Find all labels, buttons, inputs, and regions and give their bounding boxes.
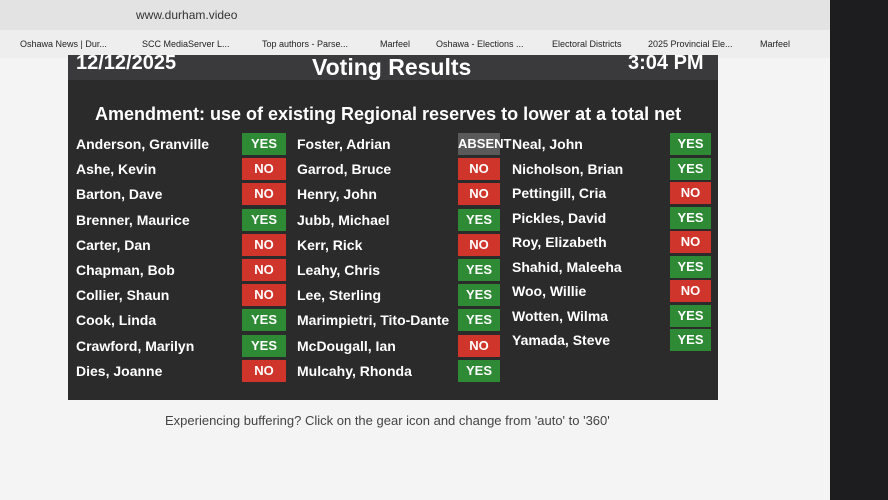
motion: Amendment: use of existing Regional rese…	[95, 104, 682, 124]
member-name: Marimpietri, Tito-Dante	[297, 312, 450, 329]
video-header	[68, 55, 718, 80]
vote: NO	[670, 182, 711, 204]
member-name: Dies, Joanne	[76, 362, 163, 379]
member-name: Woo, Willie	[512, 283, 587, 299]
member-name: McDougall, Ian	[297, 337, 396, 354]
browser-toolbar	[0, 0, 888, 30]
vote: NO	[242, 158, 286, 181]
vote: YES	[458, 259, 500, 281]
bookmark[interactable]: 2025 Provincial Ele...	[648, 39, 733, 49]
member-name: Shahid, Maleeha	[512, 258, 622, 275]
date: 12/12/2025	[76, 52, 177, 74]
vote: YES	[670, 206, 711, 229]
vote: YES	[242, 309, 286, 332]
vote: YES	[670, 157, 711, 180]
member-name: Jubb, Michael	[297, 211, 390, 228]
vote: YES	[458, 284, 500, 307]
member-name: Pickles, David	[512, 209, 607, 226]
vote: YES	[670, 133, 711, 155]
member-name: Cook, Linda	[76, 312, 157, 329]
screen-bezel	[830, 0, 888, 500]
member-name: Wotten, Wilma	[512, 307, 609, 324]
member-name: Foster, Adrian	[297, 136, 391, 152]
member-name: Pettingill, Cria	[512, 185, 607, 201]
time: 3:04 PM	[628, 52, 704, 74]
member-name: Ashe, Kevin	[76, 161, 157, 178]
member-name: Lee, Sterling	[297, 287, 382, 304]
vote: NO	[670, 231, 711, 253]
bookmark[interactable]: Oshawa News | Dur...	[20, 39, 107, 49]
vote: NO	[458, 334, 500, 357]
member-name: Barton, Dave	[76, 186, 163, 203]
member-name: Yamada, Steve	[512, 332, 611, 348]
member-name: Anderson, Granville	[76, 136, 210, 152]
bookmark[interactable]: Top authors - Parse...	[262, 39, 349, 49]
vote: NO	[242, 359, 286, 382]
caption: Experiencing buffering? Click on the gea…	[165, 413, 610, 428]
member-name: Collier, Shaun	[76, 287, 170, 304]
video-player[interactable]	[68, 55, 718, 400]
member-name: Nicholson, Brian	[512, 160, 624, 177]
member-name: Kerr, Rick	[297, 236, 363, 253]
member-name: Henry, John	[297, 186, 377, 203]
vote: NO	[458, 183, 500, 206]
member-name: Brenner, Maurice	[76, 211, 190, 228]
bookmark[interactable]: Electoral Districts	[552, 39, 622, 49]
vote: YES	[458, 359, 500, 382]
member-name: Mulcahy, Rhonda	[297, 362, 412, 379]
bookmark[interactable]: Marfeel	[380, 39, 411, 49]
vote: ABSENT	[458, 133, 511, 155]
vote: NO	[670, 280, 711, 302]
vote: YES	[458, 309, 500, 332]
vote: NO	[242, 284, 286, 307]
member-name: Crawford, Marilyn	[76, 337, 195, 354]
vote: NO	[458, 233, 500, 256]
vote: YES	[458, 208, 500, 231]
bookmark[interactable]: Oshawa - Elections ...	[436, 39, 524, 49]
vote: YES	[242, 334, 286, 357]
vote: NO	[242, 259, 286, 281]
member-name: Leahy, Chris	[297, 262, 380, 278]
address-bar[interactable]: www.durham.video	[136, 8, 238, 22]
member-name: Neal, John	[512, 136, 583, 152]
member-name: Garrod, Bruce	[297, 161, 392, 178]
vote: NO	[242, 233, 286, 256]
bookmark[interactable]: SCC MediaServer L...	[142, 39, 230, 49]
vote: NO	[242, 183, 286, 206]
title: Voting Results	[312, 54, 472, 80]
vote: YES	[670, 304, 711, 327]
member-name: Chapman, Bob	[76, 262, 175, 278]
vote: YES	[670, 255, 711, 278]
vote: YES	[242, 133, 286, 155]
member-name: Roy, Elizabeth	[512, 234, 607, 250]
bookmark[interactable]: Marfeel	[760, 39, 791, 49]
vote: YES	[670, 329, 711, 351]
vote: YES	[242, 208, 286, 231]
member-name: Carter, Dan	[76, 236, 151, 253]
vote: NO	[458, 158, 500, 181]
